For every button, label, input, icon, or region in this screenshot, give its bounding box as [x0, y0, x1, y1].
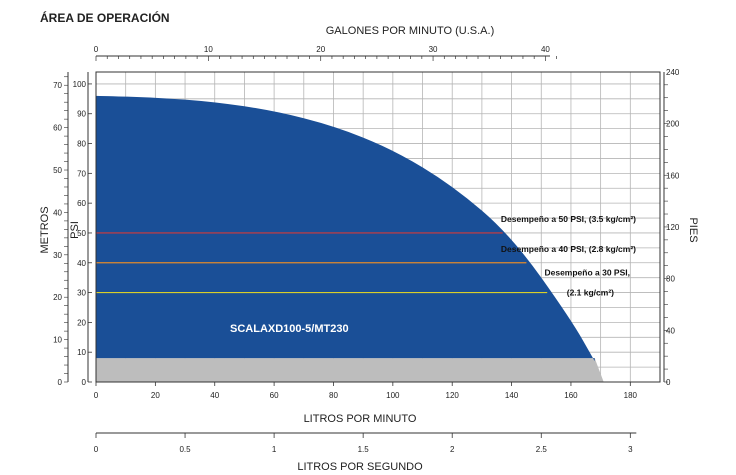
psi-tick-label: 20 [77, 318, 86, 327]
pies-tick-label: 120 [666, 223, 680, 232]
plot-frame [95, 71, 661, 383]
pressure-label-30: Desempeño a 30 PSI, [544, 268, 630, 278]
gpm-tick-label: 0 [94, 45, 99, 54]
lps-tick-label: 1.5 [358, 445, 370, 454]
lps-tick-label: 3 [628, 445, 633, 454]
psi-tick-label: 90 [77, 110, 86, 119]
psi-tick-label: 10 [77, 348, 86, 357]
psi-tick-label: 70 [77, 169, 86, 178]
psi-tick-label: 60 [77, 199, 86, 208]
metros-tick-label: 40 [53, 208, 62, 217]
metros-tick-label: 10 [53, 336, 62, 345]
lpm-tick-label: 20 [151, 391, 160, 400]
model-label: SCALAXD100-5/MT230 [230, 323, 349, 335]
lps-tick-label: 2 [450, 445, 455, 454]
pies-axis-title: PIES [687, 217, 699, 242]
top-axis-title: GALONES POR MINUTO (U.S.A.) [326, 25, 495, 37]
lpm-tick-label: 140 [505, 391, 519, 400]
pies-tick-label: 40 [666, 326, 675, 335]
metros-tick-label: 60 [53, 124, 62, 133]
psi-axis-title: PSI [69, 221, 81, 239]
metros-tick-label: 0 [58, 378, 63, 387]
pies-tick-label: 80 [666, 275, 675, 284]
psi-tick-label: 30 [77, 289, 86, 298]
lpm-tick-label: 160 [564, 391, 578, 400]
psi-tick-label: 0 [82, 378, 87, 387]
lpm-tick-label: 40 [210, 391, 219, 400]
gpm-tick-label: 20 [316, 45, 325, 54]
lps-tick-label: 0 [94, 445, 99, 454]
metros-tick-label: 20 [53, 293, 62, 302]
metros-tick-label: 70 [53, 81, 62, 90]
lpm-tick-label: 0 [94, 391, 99, 400]
lps-tick-label: 0.5 [179, 445, 191, 454]
metros-tick-label: 50 [53, 166, 62, 175]
psi-tick-label: 80 [77, 140, 86, 149]
lpm-tick-label: 100 [386, 391, 400, 400]
psi-tick-label: 100 [73, 80, 87, 89]
lpm-tick-label: 120 [446, 391, 460, 400]
psi-tick-label: 40 [77, 259, 86, 268]
gpm-tick-label: 30 [429, 45, 438, 54]
bottom-axis-title: LITROS POR MINUTO [304, 413, 417, 425]
pressure-label-50: Desempeño a 50 PSI, (3.5 kg/cm²) [501, 214, 636, 224]
pressure-label-40: Desempeño a 40 PSI, (2.8 kg/cm²) [501, 244, 636, 254]
pies-tick-label: 200 [666, 120, 680, 129]
curve-shadow [96, 358, 604, 382]
lps-tick-label: 1 [272, 445, 277, 454]
pressure-lines: Desempeño a 50 PSI, (3.5 kg/cm²) Desempeñ… [96, 214, 636, 298]
pressure-label-30-b: (2.1 kg/cm²) [567, 288, 614, 298]
lpm-tick-label: 180 [624, 391, 638, 400]
lpm-tick-label: 60 [270, 391, 279, 400]
metros-axis-title: METROS [39, 206, 51, 253]
psi-tick-label: 50 [77, 229, 86, 238]
performance-area [96, 95, 595, 362]
lps-axis-title: LITROS POR SEGUNDO [297, 461, 423, 473]
chart-title: ÁREA DE OPERACIÓN [40, 10, 170, 25]
pies-tick-label: 240 [666, 68, 680, 77]
pies-tick-label: 0 [666, 378, 671, 387]
lpm-tick-label: 80 [329, 391, 338, 400]
pies-tick-label: 160 [666, 171, 680, 180]
gpm-tick-label: 10 [204, 45, 213, 54]
lps-tick-label: 2.5 [536, 445, 548, 454]
gpm-tick-label: 40 [541, 45, 550, 54]
metros-tick-label: 30 [53, 251, 62, 260]
